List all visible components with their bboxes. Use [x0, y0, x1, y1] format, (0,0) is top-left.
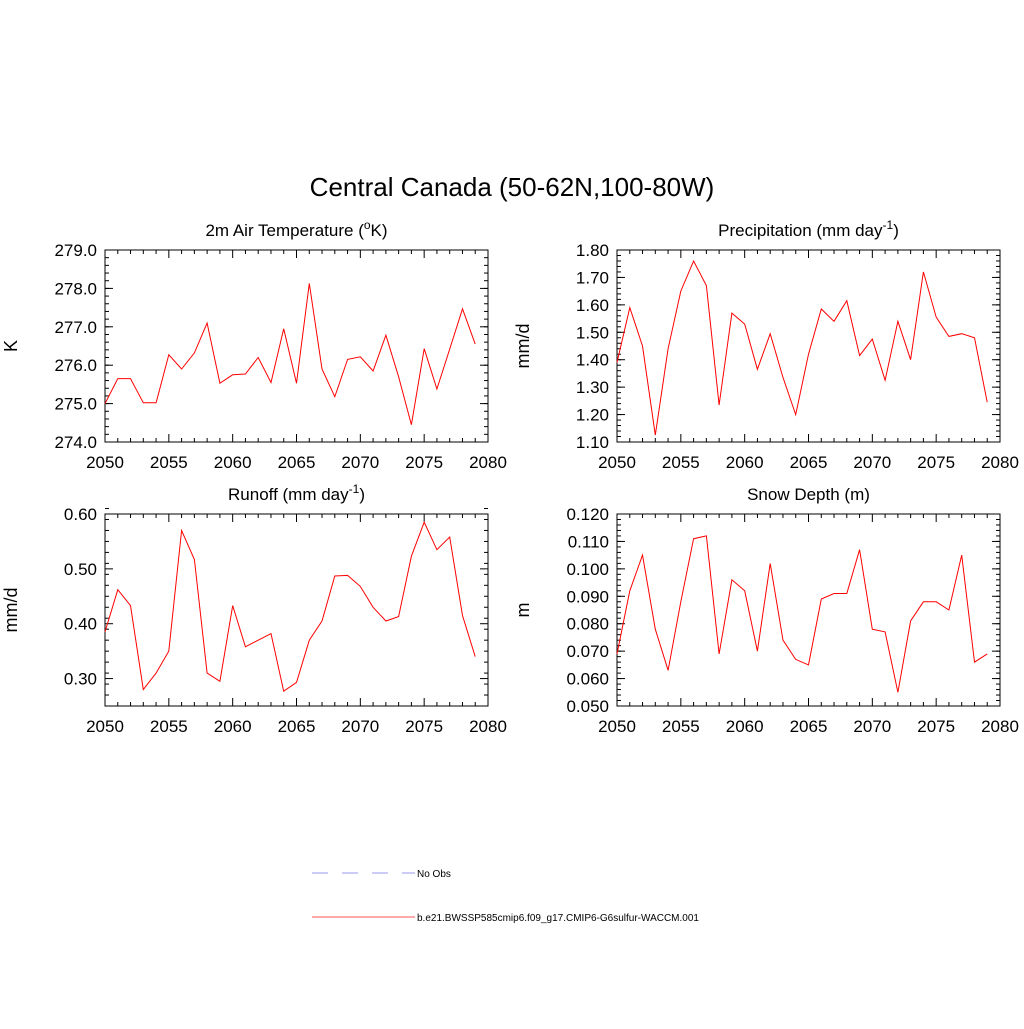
y-tick-label: 0.40: [64, 615, 97, 634]
y-tick-label: 0.080: [566, 615, 609, 634]
y-tick-label: 0.060: [566, 670, 609, 689]
x-tick-label: 2075: [917, 453, 955, 472]
y-tick-label: 1.10: [576, 433, 609, 452]
y-tick-label: 275.0: [54, 395, 97, 414]
x-tick-label: 2065: [278, 453, 316, 472]
x-tick-label: 2070: [341, 453, 379, 472]
panel-title-end: ): [893, 221, 899, 240]
y-tick-label: 277.0: [54, 318, 97, 337]
y-tick-label: 1.30: [576, 378, 609, 397]
y-tick-label: 0.070: [566, 642, 609, 661]
panel-title-text: Runoff (mm day: [228, 485, 349, 504]
y-tick-label: 1.80: [576, 241, 609, 260]
series-line: [104, 520, 476, 693]
panel-title-text: 2m Air Temperature (: [205, 221, 364, 240]
x-tick-label: 2060: [726, 717, 764, 736]
x-tick-label: 2075: [405, 717, 443, 736]
chart-panel-3: 2050 2055 2060 2065 2070 2075 2080 0.30 0.40 0.50…: [1, 482, 507, 736]
y-tick-label: 1.20: [576, 406, 609, 425]
y-tick-label: 0.60: [64, 505, 97, 524]
series-line: [616, 259, 988, 436]
panel-title-superscript: o: [364, 218, 371, 232]
y-tick-label: 1.50: [576, 323, 609, 342]
panel-title-superscript: -1: [883, 218, 894, 232]
series-line: [104, 283, 476, 425]
y-tick-label: 1.70: [576, 268, 609, 287]
y-tick-label: 0.090: [566, 587, 609, 606]
x-tick-label: 2065: [790, 453, 828, 472]
chart-panel-2: 2050 2055 2060 2065 2070 2075 2080 1.10 1.20 1.30…: [513, 218, 1019, 472]
plot-frame: [616, 249, 1001, 443]
panel-title-superscript: -1: [349, 482, 360, 496]
y-axis-label: mm/d: [513, 324, 533, 369]
x-tick-label: 2080: [469, 717, 507, 736]
x-tick-label: 2050: [86, 717, 124, 736]
x-tick-label: 2075: [917, 717, 955, 736]
panel-title: 2m Air Temperature (oK): [205, 218, 387, 240]
x-tick-label: 2055: [150, 453, 188, 472]
y-tick-label: 1.40: [576, 351, 609, 370]
plot-frame: [104, 249, 489, 443]
y-tick-label: 278.0: [54, 279, 97, 298]
panel-title: Precipitation (mm day-1): [718, 218, 899, 240]
y-axis-label: mm/d: [1, 588, 21, 633]
panel-title: Runoff (mm day-1): [228, 482, 365, 504]
panel-title-end: K): [371, 221, 388, 240]
plot-frame: [104, 513, 489, 707]
chart-panel-1: 2050 2055 2060 2065 2070 2075 2080 274.0 275.0 27…: [1, 218, 507, 472]
x-tick-label: 2070: [853, 717, 891, 736]
y-tick-label: 0.30: [64, 670, 97, 689]
panel-title-text: Precipitation (mm day: [718, 221, 883, 240]
x-tick-label: 2050: [598, 453, 636, 472]
panel-title-text: Snow Depth (m): [747, 485, 870, 504]
y-tick-label: 0.50: [64, 560, 97, 579]
x-tick-label: 2080: [981, 717, 1019, 736]
panels: 2050 2055 2060 2065 2070 2075 2080 274.0 275.0 27…: [1, 218, 1019, 736]
figure-title: Central Canada (50-62N,100-80W): [310, 172, 715, 202]
y-tick-label: 1.60: [576, 296, 609, 315]
y-tick-label: 274.0: [54, 433, 97, 452]
legend-label-no-obs: No Obs: [417, 869, 451, 880]
x-tick-label: 2050: [86, 453, 124, 472]
x-tick-label: 2070: [341, 717, 379, 736]
plot-frame: [616, 513, 1001, 707]
y-axis-label: K: [1, 340, 21, 352]
panel-title: Snow Depth (m): [747, 485, 870, 504]
x-tick-label: 2055: [662, 453, 700, 472]
series-line: [616, 535, 988, 693]
x-tick-label: 2080: [469, 453, 507, 472]
x-tick-label: 2060: [214, 453, 252, 472]
x-tick-label: 2075: [405, 453, 443, 472]
y-tick-label: 0.120: [566, 505, 609, 524]
x-tick-label: 2080: [981, 453, 1019, 472]
panel-title-end: ): [359, 485, 365, 504]
x-tick-label: 2060: [214, 717, 252, 736]
x-tick-label: 2065: [790, 717, 828, 736]
y-tick-label: 0.050: [566, 697, 609, 716]
x-tick-label: 2055: [662, 717, 700, 736]
x-tick-label: 2055: [150, 717, 188, 736]
x-tick-label: 2065: [278, 717, 316, 736]
x-tick-label: 2060: [726, 453, 764, 472]
legend: No Obs b.e21.BWSSP585cmip6.f09_g17.CMIP6-…: [312, 869, 699, 924]
chart-panel-4: 2050 2055 2060 2065 2070 2075 2080 0.050 0.060 0.…: [513, 485, 1019, 736]
y-tick-label: 276.0: [54, 356, 97, 375]
y-tick-label: 279.0: [54, 241, 97, 260]
x-tick-label: 2070: [853, 453, 891, 472]
x-tick-label: 2050: [598, 717, 636, 736]
y-axis-label: m: [513, 603, 533, 618]
legend-label-model: b.e21.BWSSP585cmip6.f09_g17.CMIP6-G6sulf…: [417, 913, 699, 924]
y-tick-label: 0.100: [566, 560, 609, 579]
y-tick-label: 0.110: [568, 532, 609, 551]
